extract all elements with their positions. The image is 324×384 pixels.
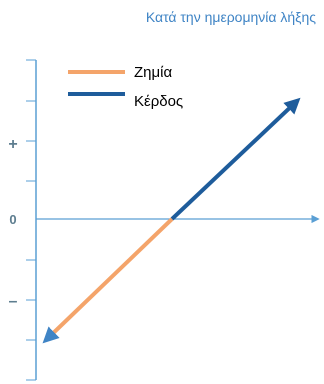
loss-line <box>42 217 174 344</box>
y-tick-label-plus: + <box>8 136 17 153</box>
y-tick-label-minus: – <box>9 293 18 310</box>
legend-label-gain: Κέρδος <box>134 93 183 110</box>
y-axis <box>26 59 37 381</box>
gain-line <box>170 97 301 221</box>
legend-label-loss: Ζημία <box>134 64 172 81</box>
chart-title: Κατά την ημερομηνία λήξης <box>145 9 316 25</box>
legend: Ζημία Κέρδος <box>68 64 183 110</box>
y-tick-label-zero: 0 <box>9 212 16 227</box>
